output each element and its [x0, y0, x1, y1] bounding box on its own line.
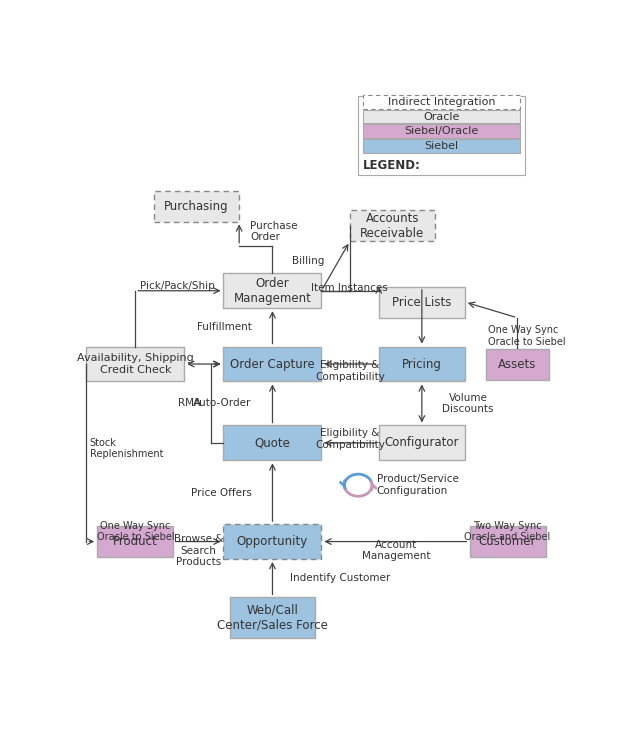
- Text: Pricing: Pricing: [402, 357, 442, 370]
- Bar: [363, 139, 520, 153]
- Text: Siebel/Oracle: Siebel/Oracle: [404, 126, 478, 136]
- Text: One Way Sync
Oracle to Siebel: One Way Sync Oracle to Siebel: [488, 325, 566, 347]
- FancyBboxPatch shape: [379, 425, 465, 460]
- Text: Indentify Customer: Indentify Customer: [289, 573, 390, 583]
- Text: Product: Product: [113, 535, 158, 548]
- Text: Configurator: Configurator: [385, 436, 459, 449]
- FancyBboxPatch shape: [224, 346, 322, 381]
- Text: Item Instances: Item Instances: [312, 283, 388, 294]
- FancyBboxPatch shape: [224, 524, 322, 559]
- Text: Accounts
Receivable: Accounts Receivable: [360, 212, 425, 240]
- Text: Order Capture: Order Capture: [230, 357, 315, 370]
- Text: Quote: Quote: [255, 436, 291, 449]
- Text: Volume
Discounts: Volume Discounts: [442, 392, 494, 414]
- FancyBboxPatch shape: [349, 210, 435, 242]
- Text: Eligibility &
Compatibility: Eligibility & Compatibility: [315, 428, 385, 449]
- Text: Oracle: Oracle: [423, 111, 459, 122]
- Bar: [363, 95, 520, 108]
- FancyBboxPatch shape: [154, 191, 240, 222]
- Text: Opportunity: Opportunity: [237, 535, 308, 548]
- FancyBboxPatch shape: [87, 346, 185, 381]
- Text: Order
Management: Order Management: [234, 277, 312, 305]
- FancyBboxPatch shape: [485, 348, 549, 379]
- FancyBboxPatch shape: [224, 425, 322, 460]
- Text: Billing: Billing: [291, 256, 324, 266]
- Text: Product/Service
Configuration: Product/Service Configuration: [377, 474, 459, 496]
- Text: LEGEND:: LEGEND:: [363, 159, 421, 171]
- Text: Fulfillment: Fulfillment: [197, 322, 252, 332]
- Text: RMA: RMA: [178, 398, 202, 408]
- Text: One Way Sync
Oracle to Siebel: One Way Sync Oracle to Siebel: [97, 520, 174, 542]
- Text: Stock
Replenishment: Stock Replenishment: [90, 438, 163, 460]
- Text: Pick/Pack/Ship: Pick/Pack/Ship: [140, 280, 214, 291]
- Bar: [363, 110, 520, 124]
- Text: Purchase
Order: Purchase Order: [250, 221, 298, 242]
- FancyBboxPatch shape: [229, 597, 315, 638]
- Text: Web/Call
Center/Sales Force: Web/Call Center/Sales Force: [217, 604, 328, 632]
- FancyBboxPatch shape: [379, 346, 465, 381]
- Text: Two Way Sync
Oracle and Siebel: Two Way Sync Oracle and Siebel: [465, 520, 550, 542]
- Text: Indirect Integration: Indirect Integration: [387, 97, 495, 107]
- FancyBboxPatch shape: [224, 273, 322, 308]
- Text: Auto-Order: Auto-Order: [193, 398, 252, 408]
- Text: Browse &
Search
Products: Browse & Search Products: [174, 534, 223, 567]
- Text: Assets: Assets: [498, 357, 537, 370]
- FancyBboxPatch shape: [97, 526, 173, 557]
- Text: Price Lists: Price Lists: [392, 296, 451, 308]
- Text: Availability, Shipping
Credit Check: Availability, Shipping Credit Check: [77, 354, 193, 375]
- Text: Purchasing: Purchasing: [164, 200, 229, 213]
- FancyBboxPatch shape: [379, 286, 465, 318]
- FancyBboxPatch shape: [470, 526, 545, 557]
- Text: Eligibility &
Compatibility: Eligibility & Compatibility: [315, 360, 385, 381]
- Text: Siebel: Siebel: [425, 141, 458, 151]
- Bar: [358, 97, 525, 175]
- Text: Account
Management: Account Management: [362, 539, 430, 561]
- Bar: [363, 124, 520, 138]
- Text: Price Offers: Price Offers: [191, 488, 252, 498]
- Text: Customer: Customer: [479, 535, 537, 548]
